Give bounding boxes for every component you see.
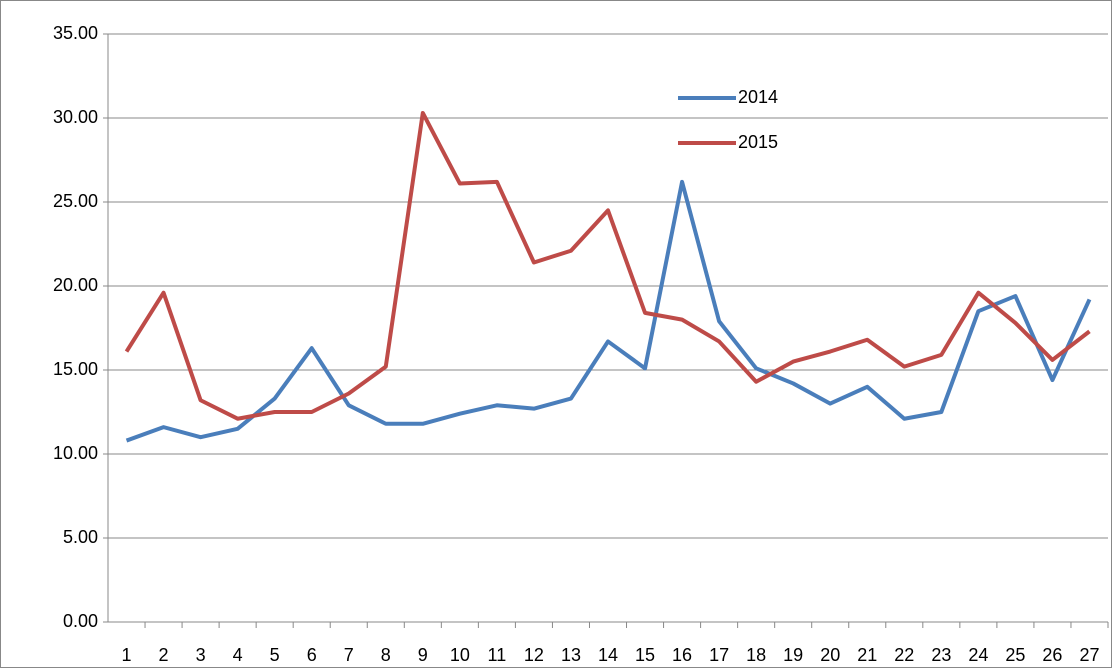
x-tick-label: 24 xyxy=(968,645,988,665)
x-tick-label: 26 xyxy=(1042,645,1062,665)
x-tick-label: 2 xyxy=(159,645,169,665)
x-tick-label: 1 xyxy=(122,645,132,665)
x-tick-label: 17 xyxy=(709,645,729,665)
y-tick-label: 10.00 xyxy=(53,443,98,463)
x-tick-label: 11 xyxy=(488,645,507,665)
x-tick-label: 16 xyxy=(672,645,692,665)
x-tick-label: 22 xyxy=(894,645,914,665)
x-tick-label: 21 xyxy=(857,645,877,665)
x-tick-label: 15 xyxy=(635,645,655,665)
x-tick-label: 20 xyxy=(820,645,840,665)
x-tick-label: 5 xyxy=(270,645,280,665)
x-tick-label: 18 xyxy=(746,645,766,665)
y-tick-label: 5.00 xyxy=(63,527,98,547)
x-tick-label: 25 xyxy=(1005,645,1025,665)
x-tick-label: 27 xyxy=(1079,645,1099,665)
x-tick-label: 4 xyxy=(233,645,243,665)
y-tick-label: 30.00 xyxy=(53,107,98,127)
x-tick-label: 14 xyxy=(598,645,618,665)
series-line xyxy=(124,110,1091,421)
y-tick-label: 0.00 xyxy=(63,611,98,631)
legend-label: 2015 xyxy=(738,132,778,152)
y-tick-label: 15.00 xyxy=(53,359,98,379)
x-tick-label: 10 xyxy=(450,645,470,665)
y-tick-label: 25.00 xyxy=(53,191,98,211)
x-tick-label: 8 xyxy=(381,645,391,665)
y-tick-label: 35.00 xyxy=(53,23,98,43)
series-line xyxy=(125,179,1092,443)
x-tick-label: 23 xyxy=(931,645,951,665)
x-tick-label: 9 xyxy=(418,645,428,665)
x-tick-label: 12 xyxy=(524,645,544,665)
x-tick-label: 7 xyxy=(344,645,354,665)
x-tick-label: 19 xyxy=(783,645,803,665)
legend-label: 2014 xyxy=(738,87,778,107)
y-tick-label: 20.00 xyxy=(53,275,98,295)
x-tick-label: 3 xyxy=(196,645,206,665)
x-tick-label: 13 xyxy=(561,645,581,665)
x-tick-label: 6 xyxy=(307,645,317,665)
